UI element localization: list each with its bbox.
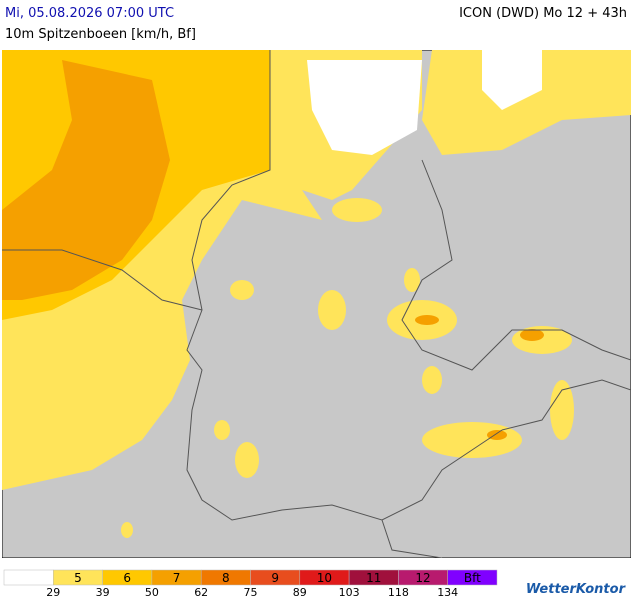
legend-label: 6	[123, 571, 131, 585]
legend-label: 12	[415, 571, 430, 585]
wind-area	[422, 50, 631, 155]
wind-patches	[415, 315, 544, 440]
legend-label: Bft	[464, 571, 481, 585]
legend-label: 7	[173, 571, 181, 585]
legend-threshold: 39	[96, 586, 110, 599]
legend-label: 5	[74, 571, 82, 585]
legend-threshold: 118	[388, 586, 409, 599]
legend-threshold: 89	[293, 586, 307, 599]
wind-area	[2, 60, 170, 300]
legend-label: 10	[317, 571, 332, 585]
sea	[307, 60, 422, 155]
legend-label: 8	[222, 571, 230, 585]
legend-threshold: 62	[194, 586, 208, 599]
logo: WetterKontor	[525, 582, 625, 597]
borders	[2, 50, 631, 558]
sea	[482, 50, 542, 110]
model-run: ICON (DWD) Mo 12 + 43h	[459, 6, 627, 21]
legend-swatch	[3, 569, 54, 586]
map	[2, 50, 631, 558]
legend-threshold: 50	[145, 586, 159, 599]
legend-threshold: 29	[46, 586, 60, 599]
subtitle: 10m Spitzenboeen [km/h, Bf]	[5, 27, 196, 42]
legend-swatch	[447, 569, 498, 586]
legend-threshold: 134	[437, 586, 458, 599]
legend-threshold: 103	[339, 586, 360, 599]
title: Mi, 05.08.2026 07:00 UTC	[5, 6, 175, 21]
legend-label: 9	[271, 571, 279, 585]
legend-threshold: 75	[244, 586, 258, 599]
legend-label: 11	[366, 571, 381, 585]
